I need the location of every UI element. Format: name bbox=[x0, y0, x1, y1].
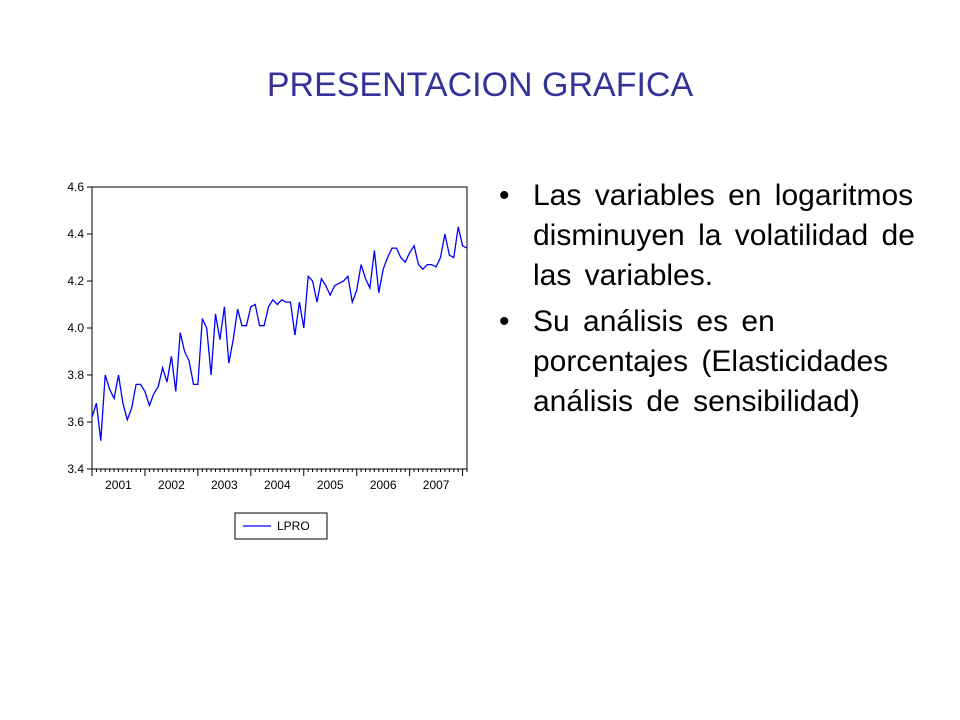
x-tick-label: 2003 bbox=[211, 478, 238, 492]
x-tick-label: 2007 bbox=[423, 478, 450, 492]
line-chart: 3.4 3.6 3.8 4.0 4.2 4.4 4.6 2001 2002 2003 2004 20… bbox=[55, 175, 475, 550]
bullet-list: • Las variables en logaritmos disminuyen… bbox=[495, 176, 935, 428]
y-tick-label: 4.0 bbox=[67, 321, 84, 335]
x-tick-label: 2005 bbox=[317, 478, 344, 492]
y-tick-label: 3.8 bbox=[67, 368, 84, 382]
y-tick-label: 4.4 bbox=[67, 227, 84, 241]
bullet-dot: • bbox=[499, 305, 510, 338]
legend-label: LPRO bbox=[277, 519, 310, 533]
bullet-dot: • bbox=[499, 179, 510, 212]
y-tick-label: 3.4 bbox=[67, 462, 84, 476]
bullet-text: Su análisis es en porcentajes (Elasticid… bbox=[533, 305, 889, 418]
x-tick-label: 2006 bbox=[370, 478, 397, 492]
line-chart-svg: 3.4 3.6 3.8 4.0 4.2 4.4 4.6 2001 2002 2003 2004 20… bbox=[67, 180, 468, 540]
plot-area bbox=[91, 186, 468, 470]
bullet-item: • Su análisis es en porcentajes (Elastic… bbox=[495, 302, 935, 422]
slide-title: PRESENTACION GRAFICA bbox=[266, 66, 694, 104]
x-tick-label: 2001 bbox=[105, 478, 132, 492]
y-tick-label: 4.6 bbox=[67, 180, 84, 194]
bullet-item: • Las variables en logaritmos disminuyen… bbox=[495, 176, 935, 296]
x-tick-label: 2004 bbox=[264, 478, 291, 492]
y-tick-label: 4.2 bbox=[67, 274, 84, 288]
x-tick-label: 2002 bbox=[158, 478, 185, 492]
series-line-lpro bbox=[91, 226, 468, 441]
y-tick-label: 3.6 bbox=[67, 415, 84, 429]
bullet-text: Las variables en logaritmos disminuyen l… bbox=[533, 179, 915, 292]
